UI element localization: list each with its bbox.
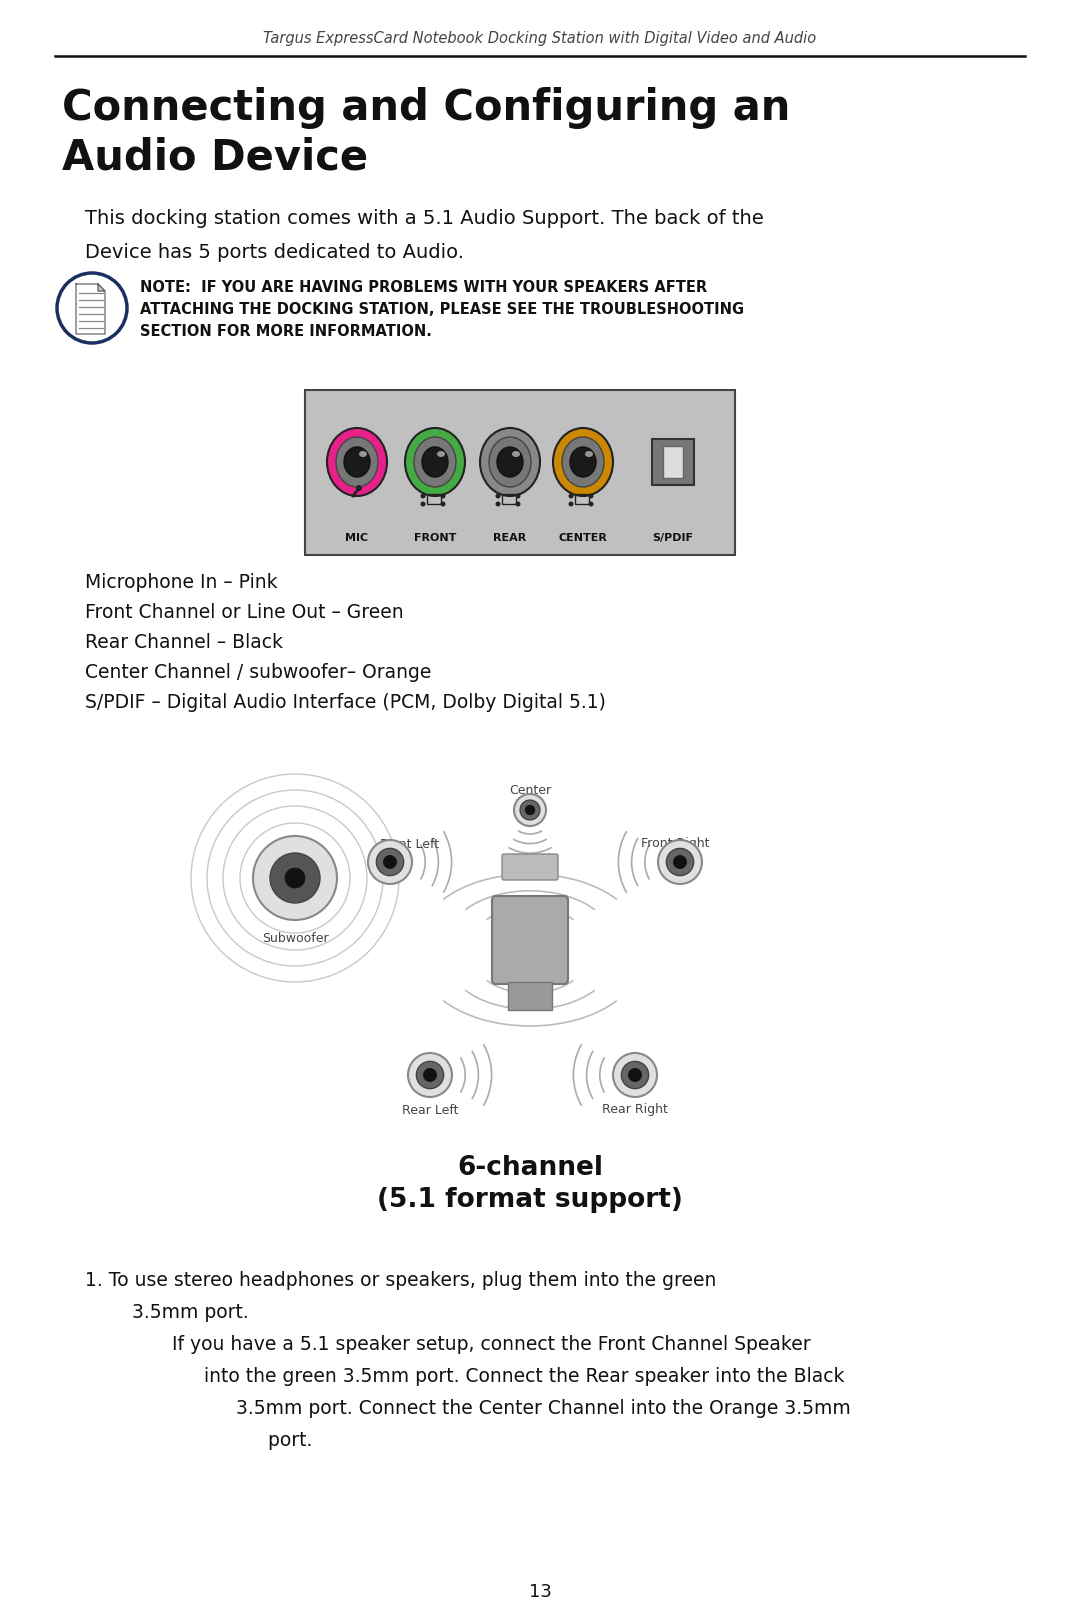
Text: FRONT: FRONT: [414, 533, 456, 543]
Ellipse shape: [497, 447, 523, 476]
Circle shape: [658, 841, 702, 885]
Text: port.: port.: [244, 1430, 312, 1450]
Text: Front Right: Front Right: [640, 838, 710, 851]
FancyBboxPatch shape: [652, 439, 694, 484]
Text: 3.5mm port. Connect the Center Channel into the Orange 3.5mm: 3.5mm port. Connect the Center Channel i…: [212, 1398, 851, 1418]
Circle shape: [441, 494, 446, 499]
Text: NOTE:  IF YOU ARE HAVING PROBLEMS WITH YOUR SPEAKERS AFTER: NOTE: IF YOU ARE HAVING PROBLEMS WITH YO…: [140, 280, 707, 295]
Circle shape: [253, 836, 337, 920]
Ellipse shape: [336, 437, 378, 488]
Polygon shape: [76, 284, 105, 334]
Text: 13: 13: [528, 1583, 552, 1601]
Circle shape: [589, 502, 594, 507]
Text: CENTER: CENTER: [558, 533, 607, 543]
Ellipse shape: [512, 450, 519, 457]
Ellipse shape: [570, 447, 596, 476]
Text: 1. To use stereo headphones or speakers, plug them into the green: 1. To use stereo headphones or speakers,…: [85, 1270, 716, 1290]
Text: SECTION FOR MORE INFORMATION.: SECTION FOR MORE INFORMATION.: [140, 324, 432, 340]
Text: S/PDIF: S/PDIF: [652, 533, 693, 543]
Text: Targus ExpressCard Notebook Docking Station with Digital Video and Audio: Targus ExpressCard Notebook Docking Stat…: [264, 31, 816, 45]
Circle shape: [420, 502, 426, 507]
Circle shape: [621, 1061, 649, 1089]
Text: Center: Center: [509, 784, 551, 797]
Text: S/PDIF – Digital Audio Interface (PCM, Dolby Digital 5.1): S/PDIF – Digital Audio Interface (PCM, D…: [85, 692, 606, 711]
Polygon shape: [98, 284, 105, 292]
Circle shape: [613, 1053, 657, 1097]
Circle shape: [420, 494, 426, 499]
Text: Rear Right: Rear Right: [602, 1103, 667, 1116]
FancyBboxPatch shape: [492, 896, 568, 983]
Text: Front Channel or Line Out – Green: Front Channel or Line Out – Green: [85, 603, 404, 622]
Text: MIC: MIC: [346, 533, 368, 543]
FancyBboxPatch shape: [502, 854, 558, 880]
Ellipse shape: [489, 437, 531, 488]
Circle shape: [356, 484, 362, 491]
Text: Rear Left: Rear Left: [402, 1103, 458, 1116]
Text: Device has 5 ports dedicated to Audio.: Device has 5 ports dedicated to Audio.: [85, 243, 464, 261]
Circle shape: [521, 800, 540, 820]
Ellipse shape: [553, 428, 613, 496]
Circle shape: [441, 502, 446, 507]
Text: Connecting and Configuring an: Connecting and Configuring an: [62, 87, 791, 130]
Ellipse shape: [562, 437, 604, 488]
Circle shape: [589, 494, 594, 499]
Circle shape: [568, 502, 573, 507]
Text: 6-channel: 6-channel: [457, 1155, 603, 1181]
Circle shape: [496, 494, 500, 499]
Circle shape: [368, 841, 411, 885]
Ellipse shape: [414, 437, 456, 488]
Ellipse shape: [359, 450, 367, 457]
Circle shape: [514, 794, 546, 826]
Circle shape: [423, 1069, 436, 1082]
Ellipse shape: [345, 447, 370, 476]
Circle shape: [629, 1069, 642, 1082]
Circle shape: [496, 502, 500, 507]
Text: into the green 3.5mm port. Connect the Rear speaker into the Black: into the green 3.5mm port. Connect the R…: [180, 1367, 845, 1385]
Text: Subwoofer: Subwoofer: [261, 931, 328, 944]
Text: If you have a 5.1 speaker setup, connect the Front Channel Speaker: If you have a 5.1 speaker setup, connect…: [148, 1335, 811, 1353]
FancyBboxPatch shape: [305, 390, 735, 556]
Text: Rear Channel – Black: Rear Channel – Black: [85, 632, 283, 651]
Circle shape: [408, 1053, 453, 1097]
Circle shape: [515, 502, 521, 507]
Circle shape: [376, 849, 404, 876]
Circle shape: [285, 868, 305, 888]
Text: Microphone In – Pink: Microphone In – Pink: [85, 572, 278, 591]
Text: Center Channel / subwoofer– Orange: Center Channel / subwoofer– Orange: [85, 663, 431, 682]
Ellipse shape: [405, 428, 465, 496]
Text: Front Left: Front Left: [380, 838, 440, 851]
Text: ATTACHING THE DOCKING STATION, PLEASE SEE THE TROUBLESHOOTING: ATTACHING THE DOCKING STATION, PLEASE SE…: [140, 303, 744, 318]
Ellipse shape: [422, 447, 448, 476]
Ellipse shape: [480, 428, 540, 496]
Text: 3.5mm port.: 3.5mm port.: [108, 1302, 248, 1322]
Text: (5.1 format support): (5.1 format support): [377, 1187, 683, 1213]
Circle shape: [383, 855, 396, 868]
FancyBboxPatch shape: [508, 982, 552, 1009]
Text: This docking station comes with a 5.1 Audio Support. The back of the: This docking station comes with a 5.1 Au…: [85, 209, 764, 227]
Circle shape: [568, 494, 573, 499]
Circle shape: [666, 849, 693, 876]
Circle shape: [525, 805, 535, 815]
Ellipse shape: [327, 428, 387, 496]
Circle shape: [674, 855, 687, 868]
FancyBboxPatch shape: [663, 446, 683, 478]
Circle shape: [417, 1061, 444, 1089]
Ellipse shape: [437, 450, 445, 457]
Text: REAR: REAR: [494, 533, 527, 543]
Ellipse shape: [585, 450, 593, 457]
Circle shape: [515, 494, 521, 499]
Text: Audio Device: Audio Device: [62, 138, 368, 178]
Circle shape: [270, 854, 320, 902]
